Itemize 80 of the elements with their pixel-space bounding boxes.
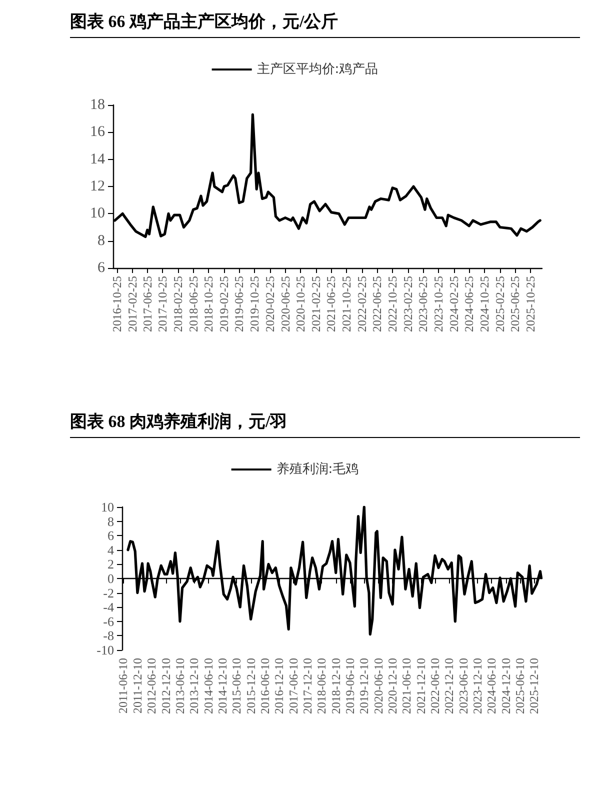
x-tick-label: 2024-10-25 xyxy=(477,276,492,332)
legend-label: 主产区平均价:鸡产品 xyxy=(256,61,378,77)
y-tick-label: 16 xyxy=(90,124,106,140)
x-tick-label: 2025-02-25 xyxy=(492,276,507,332)
x-tick-label: 2022-06-10 xyxy=(428,658,442,714)
x-tick-label: 2017-12-10 xyxy=(300,658,315,714)
x-tick-label: 2021-06-10 xyxy=(400,658,414,714)
y-tick-label: 14 xyxy=(90,151,106,168)
x-tick-label: 2012-06-10 xyxy=(144,658,159,714)
x-tick-label: 2023-06-25 xyxy=(416,276,430,332)
chart-title: 图表 68 肉鸡养殖利润，元/羽 xyxy=(70,410,580,438)
x-tick-label: 2011-06-10 xyxy=(116,658,130,714)
x-tick-label: 2019-06-10 xyxy=(342,658,357,714)
x-tick-label: 2017-06-25 xyxy=(140,276,154,332)
x-tick-label: 2023-12-10 xyxy=(470,658,485,714)
x-tick-label: 2014-12-10 xyxy=(215,658,230,714)
x-tick-label: 2021-02-25 xyxy=(309,276,324,332)
x-tick-label: 2016-06-10 xyxy=(258,658,272,714)
x-tick-label: 2023-02-25 xyxy=(400,276,415,332)
y-tick-label: -4 xyxy=(103,600,114,615)
y-tick-label: 8 xyxy=(98,232,105,249)
x-tick-label: 2025-10-25 xyxy=(523,276,538,332)
y-tick-label: 10 xyxy=(101,500,114,514)
x-tick-label: 2015-06-10 xyxy=(230,658,244,714)
y-tick-label: -10 xyxy=(96,642,114,658)
x-tick-label: 2011-12-10 xyxy=(130,658,144,714)
x-tick-label: 2024-02-25 xyxy=(446,276,461,332)
chart-title: 图表 66 鸡产品主产区均价，元/公斤 xyxy=(70,10,580,38)
x-tick-label: 2022-06-25 xyxy=(370,276,384,332)
x-tick-label: 2019-12-10 xyxy=(357,658,372,714)
x-tick-label: 2013-06-10 xyxy=(172,658,187,714)
x-tick-label: 2024-06-25 xyxy=(462,276,476,332)
x-tick-label: 2020-06-10 xyxy=(371,658,386,714)
x-tick-label: 2024-12-10 xyxy=(498,658,513,714)
y-tick-label: -6 xyxy=(103,614,114,629)
x-tick-label: 2018-06-10 xyxy=(314,658,329,714)
x-tick-label: 2019-06-25 xyxy=(232,276,246,332)
x-tick-label: 2020-06-25 xyxy=(278,276,292,332)
x-tick-label: 2017-06-10 xyxy=(286,658,300,714)
x-tick-label: 2019-02-25 xyxy=(217,276,232,332)
x-tick-label: 2017-02-25 xyxy=(125,276,140,332)
x-tick-label: 2018-06-25 xyxy=(186,276,200,332)
x-tick-label: 2023-06-10 xyxy=(456,658,470,714)
x-tick-label: 2013-12-10 xyxy=(187,658,202,714)
x-tick-label: 2024-06-10 xyxy=(484,658,499,714)
y-tick-label: 18 xyxy=(90,97,105,113)
x-tick-label: 2020-02-25 xyxy=(263,276,278,332)
y-tick-label: 6 xyxy=(98,260,106,276)
y-tick-label: 6 xyxy=(108,528,114,544)
y-tick-label: 8 xyxy=(108,514,114,529)
x-tick-label: 2022-02-25 xyxy=(355,276,370,332)
x-tick-label: 2021-10-25 xyxy=(340,276,354,332)
x-tick-label: 2019-10-25 xyxy=(248,276,262,332)
x-tick-label: 2015-12-10 xyxy=(244,658,258,714)
y-tick-label: 0 xyxy=(108,571,114,586)
x-tick-label: 2025-06-10 xyxy=(513,658,528,714)
legend-label: 养殖利润:毛鸡 xyxy=(276,461,359,477)
x-tick-label: 2023-10-25 xyxy=(431,276,446,332)
x-tick-label: 2021-12-10 xyxy=(414,658,428,714)
x-tick-label: 2016-12-10 xyxy=(272,658,286,714)
x-tick-label: 2022-10-25 xyxy=(386,276,400,332)
x-tick-label: 2020-12-10 xyxy=(386,658,400,714)
x-tick-label: 2018-10-25 xyxy=(202,276,216,332)
x-tick-label: 2020-10-25 xyxy=(294,276,308,332)
y-tick-label: 2 xyxy=(108,556,114,572)
x-tick-label: 2014-06-10 xyxy=(201,658,216,714)
x-tick-label: 2016-10-25 xyxy=(110,276,124,332)
y-tick-label: -2 xyxy=(103,585,114,600)
y-tick-label: -8 xyxy=(103,628,114,644)
x-tick-label: 2018-02-25 xyxy=(171,276,186,332)
x-tick-label: 2021-06-25 xyxy=(324,276,338,332)
x-tick-label: 2017-10-25 xyxy=(156,276,170,332)
y-tick-label: 4 xyxy=(108,542,114,558)
y-tick-label: 12 xyxy=(90,178,105,194)
x-tick-label: 2025-12-10 xyxy=(527,658,542,714)
x-tick-label: 2022-12-10 xyxy=(442,658,456,714)
y-tick-label: 10 xyxy=(90,206,105,222)
x-tick-label: 2025-06-25 xyxy=(508,276,522,332)
x-tick-label: 2018-12-10 xyxy=(328,658,343,714)
x-tick-label: 2012-12-10 xyxy=(158,658,173,714)
